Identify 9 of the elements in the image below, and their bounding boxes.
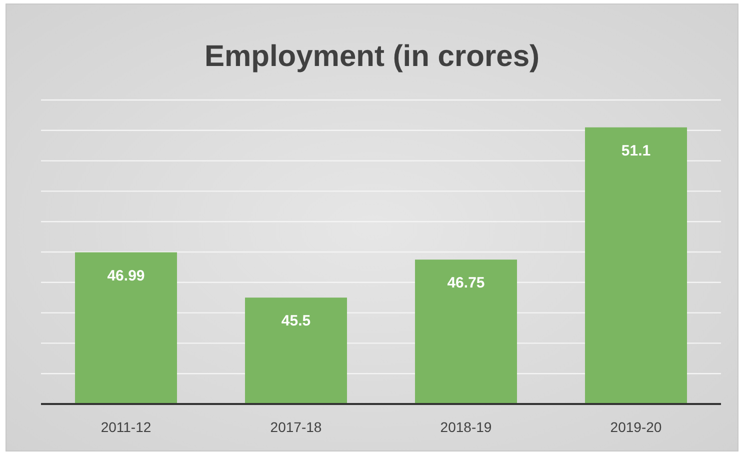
data-label: 46.75 (447, 274, 485, 292)
chart-title: Employment (in crores) (204, 40, 540, 73)
x-tick-label: 2011-12 (100, 419, 152, 435)
data-label: 51.1 (621, 142, 651, 160)
x-tick-label: 2019-20 (610, 419, 662, 435)
data-label: 45.5 (281, 312, 311, 330)
data-label: 46.99 (107, 267, 145, 284)
x-tick-label: 2018-19 (440, 419, 492, 435)
x-tick-label: 2017-18 (270, 419, 322, 435)
